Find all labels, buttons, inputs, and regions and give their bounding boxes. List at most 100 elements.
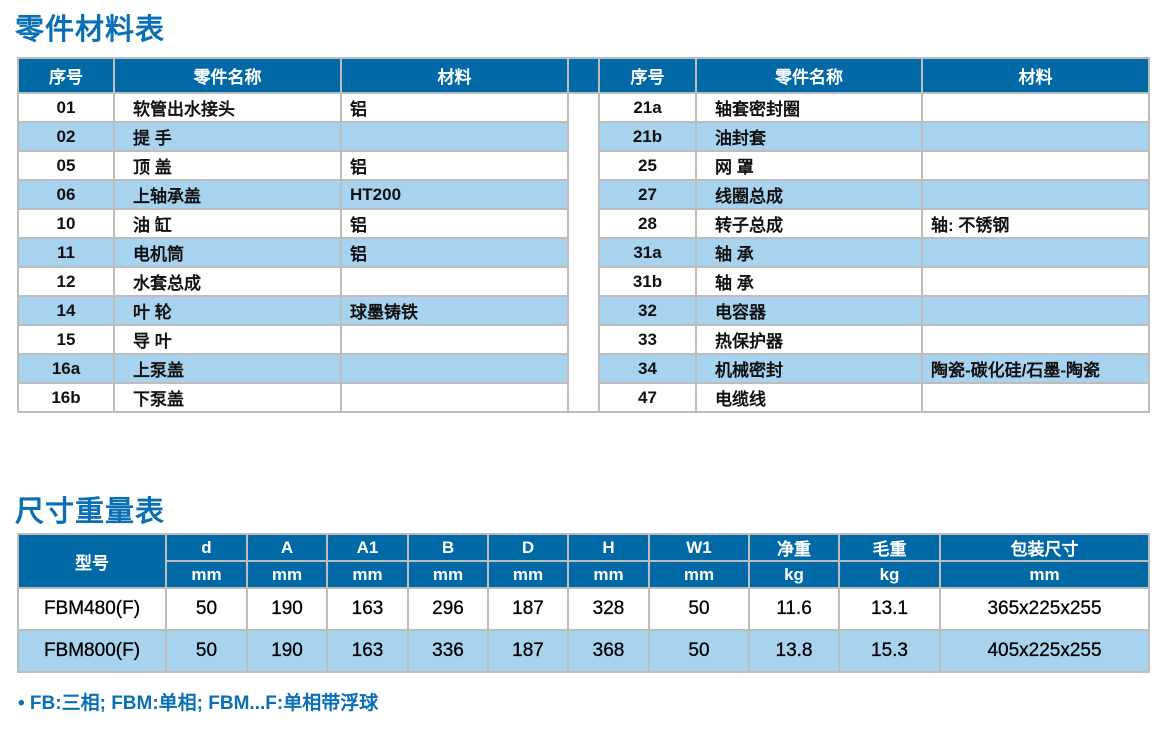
part-name-cell: 提 手 bbox=[113, 121, 342, 152]
material-cell bbox=[340, 266, 569, 297]
table-row: 15 导 叶 33 热保护器 bbox=[17, 324, 1150, 355]
material-cell bbox=[340, 324, 569, 355]
seq-cell: 10 bbox=[17, 208, 115, 239]
model-cell: FBM480(F) bbox=[17, 587, 167, 631]
part-name-cell: 热保护器 bbox=[695, 324, 923, 355]
value-cell: 190 bbox=[246, 629, 328, 673]
header-8: 毛重 bbox=[838, 533, 941, 562]
dims-table-title: 尺寸重量表 bbox=[15, 496, 166, 528]
seq-cell: 33 bbox=[598, 324, 697, 355]
seq-cell: 14 bbox=[17, 295, 115, 326]
seq-cell: 11 bbox=[17, 237, 115, 268]
gap-column bbox=[567, 92, 600, 413]
seq-cell: 12 bbox=[17, 266, 115, 297]
seq-cell: 27 bbox=[598, 179, 697, 210]
value-cell: 50 bbox=[648, 587, 750, 631]
value-cell: 365x225x255 bbox=[939, 587, 1150, 631]
header-part-name: 零件名称 bbox=[695, 57, 923, 94]
seq-cell: 32 bbox=[598, 295, 697, 326]
header-4: D bbox=[487, 533, 569, 562]
value-cell: 187 bbox=[487, 587, 569, 631]
value-cell: 15.3 bbox=[838, 629, 941, 673]
unit-0: mm bbox=[165, 560, 248, 589]
value-cell: 50 bbox=[648, 629, 750, 673]
unit-6: mm bbox=[648, 560, 750, 589]
seq-cell: 34 bbox=[598, 353, 697, 384]
material-cell bbox=[921, 121, 1150, 152]
header-3: B bbox=[407, 533, 489, 562]
part-name-cell: 下泵盖 bbox=[113, 382, 342, 413]
seq-cell: 25 bbox=[598, 150, 697, 181]
seq-cell: 21b bbox=[598, 121, 697, 152]
table-row: 02 提 手 21b 油封套 bbox=[17, 121, 1150, 152]
unit-4: mm bbox=[487, 560, 569, 589]
seq-cell: 06 bbox=[17, 179, 115, 210]
unit-5: mm bbox=[567, 560, 650, 589]
material-cell bbox=[921, 266, 1150, 297]
part-name-cell: 转子总成 bbox=[695, 208, 923, 239]
header-part-name: 零件名称 bbox=[113, 57, 342, 94]
part-name-cell: 电机筒 bbox=[113, 237, 342, 268]
value-cell: 163 bbox=[326, 629, 409, 673]
material-cell: 轴: 不锈钢 bbox=[921, 208, 1150, 239]
header-2: A1 bbox=[326, 533, 409, 562]
table-row: 11 电机筒铝 31a 轴 承 bbox=[17, 237, 1150, 268]
part-name-cell: 网 罩 bbox=[695, 150, 923, 181]
seq-cell: 31a bbox=[598, 237, 697, 268]
seq-cell: 47 bbox=[598, 382, 697, 413]
part-name-cell: 线圈总成 bbox=[695, 179, 923, 210]
header-9: 包装尺寸 bbox=[939, 533, 1150, 562]
dims-unit-row: mm mm mm mm mm mm mm kg kg mm bbox=[18, 560, 1150, 589]
part-name-cell: 上泵盖 bbox=[113, 353, 342, 384]
material-cell bbox=[340, 382, 569, 413]
unit-3: mm bbox=[407, 560, 489, 589]
value-cell: 13.1 bbox=[838, 587, 941, 631]
table-row: FBM480(F) 50 190 163 296 187 328 50 11.6 13.1 365x… bbox=[17, 587, 1150, 631]
header-material: 材料 bbox=[921, 57, 1150, 94]
header-1: A bbox=[246, 533, 328, 562]
seq-cell: 05 bbox=[17, 150, 115, 181]
material-cell: 球墨铸铁 bbox=[340, 295, 569, 326]
part-name-cell: 轴 承 bbox=[695, 266, 923, 297]
material-cell bbox=[921, 92, 1150, 123]
unit-9: mm bbox=[939, 560, 1150, 589]
part-name-cell: 轴 承 bbox=[695, 237, 923, 268]
material-cell bbox=[921, 179, 1150, 210]
seq-cell: 02 bbox=[17, 121, 115, 152]
part-name-cell: 叶 轮 bbox=[113, 295, 342, 326]
part-name-cell: 油封套 bbox=[695, 121, 923, 152]
material-cell: 铝 bbox=[340, 150, 569, 181]
footnote: • FB:三相; FBM:单相; FBM...F:单相带浮球 bbox=[18, 693, 379, 714]
unit-7: kg bbox=[748, 560, 840, 589]
model-cell: FBM800(F) bbox=[17, 629, 167, 673]
header-7: 净重 bbox=[748, 533, 840, 562]
seq-cell: 16b bbox=[17, 382, 115, 413]
seq-cell: 01 bbox=[17, 92, 115, 123]
value-cell: 296 bbox=[407, 587, 489, 631]
material-cell bbox=[921, 237, 1150, 268]
unit-1: mm bbox=[246, 560, 328, 589]
unit-2: mm bbox=[326, 560, 409, 589]
parts-table-title: 零件材料表 bbox=[15, 14, 166, 46]
material-cell bbox=[340, 121, 569, 152]
material-cell bbox=[921, 150, 1150, 181]
seq-cell: 28 bbox=[598, 208, 697, 239]
material-cell: 铝 bbox=[340, 208, 569, 239]
part-name-cell: 机械密封 bbox=[695, 353, 923, 384]
table-row: 05 顶 盖铝 25 网 罩 bbox=[17, 150, 1150, 181]
parts-header-row: 序号 零件名称 材料 序号 零件名称 材料 bbox=[17, 57, 1150, 94]
table-row: 16a 上泵盖 34 机械密封 陶瓷-碳化硅/石墨-陶瓷 bbox=[17, 353, 1150, 384]
table-row: 16b 下泵盖 47 电缆线 bbox=[17, 382, 1150, 413]
material-cell bbox=[921, 324, 1150, 355]
value-cell: 50 bbox=[165, 587, 248, 631]
unit-8: kg bbox=[838, 560, 941, 589]
dims-header-row: 型号 d A A1 B D H W1 净重 毛重 包装尺寸 bbox=[17, 533, 1150, 589]
table-row: 01 软管出水接头铝 21a 轴套密封圈 bbox=[17, 92, 1150, 413]
value-cell: 50 bbox=[165, 629, 248, 673]
table-row: FBM800(F) 50 190 163 336 187 368 50 13.8 15.3 405x… bbox=[17, 629, 1150, 673]
part-name-cell: 软管出水接头 bbox=[113, 92, 342, 123]
dimensions-weight-table: 型号 d A A1 B D H W1 净重 毛重 包装尺寸 mm mm mm mm mm mm mm kg kg mm… bbox=[17, 533, 1150, 673]
material-cell bbox=[921, 382, 1150, 413]
part-name-cell: 油 缸 bbox=[113, 208, 342, 239]
value-cell: 368 bbox=[567, 629, 650, 673]
